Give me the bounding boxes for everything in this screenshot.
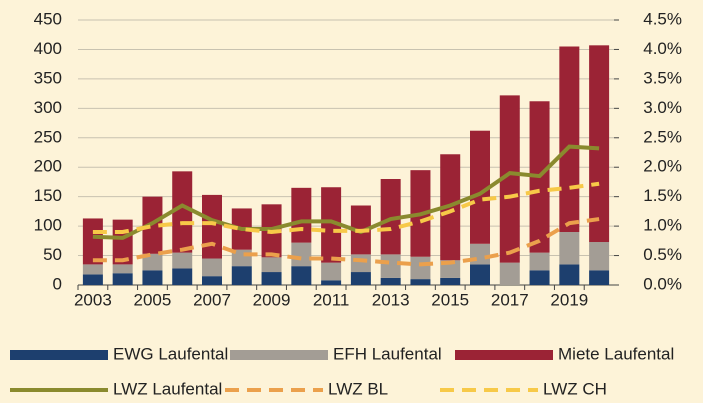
y-tick-label: 0 [53, 274, 62, 293]
y-tick-label: 50 [43, 245, 62, 264]
x-tick-label: 2003 [74, 290, 112, 309]
bar [321, 262, 342, 281]
bar [172, 268, 193, 285]
bar [172, 252, 193, 269]
bar [589, 242, 610, 271]
legend-swatch [455, 350, 553, 360]
bar [321, 280, 342, 285]
bar [112, 264, 133, 274]
legend-label: Miete Laufental [558, 344, 674, 363]
y-tick-label: 250 [34, 127, 62, 146]
bar [380, 254, 401, 278]
bar [202, 276, 222, 285]
legend-swatch [230, 350, 328, 360]
x-tick-label: 2011 [313, 290, 350, 309]
y-tick-label: 450 [34, 9, 62, 28]
line-series [92, 181, 600, 235]
bar [589, 45, 610, 243]
y2-tick-label: 1.0% [643, 216, 682, 235]
bar [559, 264, 580, 285]
x-tick-label: 2005 [134, 290, 172, 309]
y-tick-label: 300 [34, 98, 62, 117]
bar [202, 258, 222, 277]
bar [142, 253, 163, 271]
bar [350, 272, 371, 285]
bar [499, 95, 520, 263]
y2-tick-label: 3.0% [643, 98, 682, 117]
legend-swatch [10, 350, 108, 360]
bar [112, 219, 133, 265]
bar [82, 264, 103, 275]
y2-tick-label: 2.5% [643, 127, 682, 146]
legend-label: EWG Laufental [113, 344, 228, 363]
bar [529, 270, 550, 285]
x-tick-label: 2013 [372, 290, 410, 309]
line-series [92, 144, 600, 240]
y-tick-label: 100 [34, 216, 62, 235]
legend-label: EFH Laufental [333, 344, 442, 363]
x-tick-label: 2019 [550, 290, 588, 309]
bar [559, 232, 580, 265]
bar [82, 218, 103, 265]
legend-label: LWZ BL [328, 379, 388, 398]
y2-tick-label: 4.5% [643, 9, 682, 28]
legend-label: LWZ CH [543, 379, 607, 398]
bar [291, 187, 312, 243]
bar [470, 130, 490, 244]
bar [82, 274, 103, 285]
bar [142, 270, 163, 285]
x-tick-label: 2017 [491, 290, 529, 309]
y-tick-label: 400 [34, 39, 62, 58]
bar [321, 187, 342, 263]
y2-tick-label: 1.5% [643, 186, 682, 205]
bar [291, 266, 312, 285]
bar [440, 277, 461, 285]
y2-tick-label: 4.0% [643, 39, 682, 58]
y2-tick-label: 0.5% [643, 245, 682, 264]
bar [291, 242, 312, 267]
bar [470, 264, 490, 285]
x-tick-label: 2009 [253, 290, 291, 309]
bar [589, 270, 610, 285]
bar [261, 257, 282, 273]
bar [380, 277, 401, 285]
bar [410, 256, 431, 280]
bar [112, 273, 133, 285]
bar [172, 171, 193, 253]
bar [529, 252, 550, 271]
bar [410, 279, 431, 285]
bar [261, 272, 282, 285]
y-tick-label: 150 [34, 186, 62, 205]
y-tick-label: 350 [34, 68, 62, 87]
bar [380, 179, 401, 255]
y2-tick-label: 3.5% [643, 68, 682, 87]
x-tick-label: 2015 [431, 290, 469, 309]
legend-label: LWZ Laufental [113, 379, 222, 398]
bar [350, 254, 371, 273]
y2-tick-label: 0.0% [643, 274, 682, 293]
bar [559, 46, 580, 232]
y2-tick-label: 2.0% [643, 157, 682, 176]
bar [499, 262, 520, 285]
bar [202, 194, 222, 259]
bar [231, 266, 252, 285]
y-tick-label: 200 [34, 157, 62, 176]
line-series [92, 217, 600, 267]
x-tick-label: 2007 [193, 290, 231, 309]
